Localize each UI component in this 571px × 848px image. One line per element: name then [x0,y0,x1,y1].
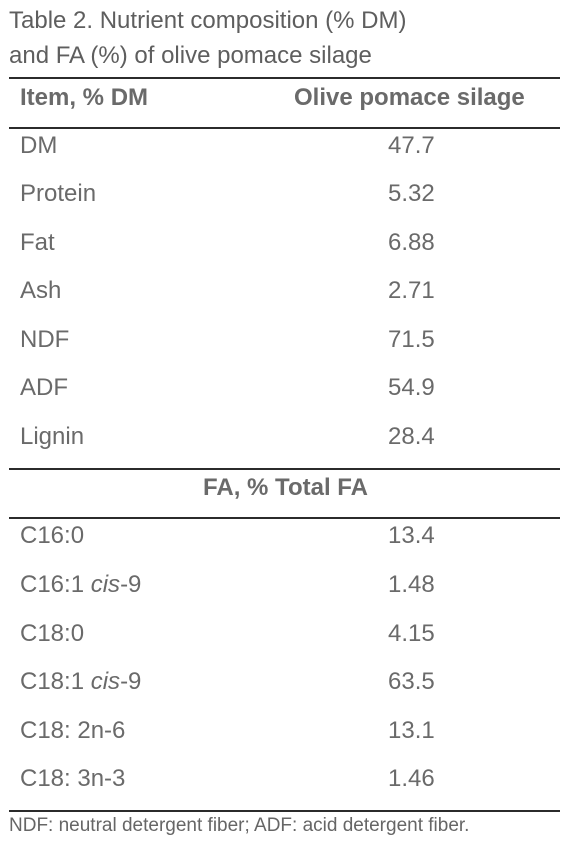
table-row: Protein 5.32 [0,170,571,218]
top-rule [9,77,560,79]
row-value: 63.5 [388,668,435,695]
row-value: 28.4 [388,423,435,450]
row-value: 5.32 [388,180,435,207]
row-item-italic: cis [90,668,121,695]
row-value: 13.1 [388,717,435,744]
table-row: NDF 71.5 [0,316,571,364]
row-value: 1.46 [388,765,435,792]
row-item: Ash [20,277,62,304]
table-row: C18:0 4.15 [0,610,571,658]
row-value: 13.4 [388,522,435,549]
caption-line-1: Table 2. Nutrient composition (% DM) [9,7,407,34]
header-value: Olive pomace silage [294,84,525,111]
row-value: 54.9 [388,374,435,401]
table-row: Lignin 28.4 [0,413,571,461]
row-item: C18: 3n-3 [20,765,126,792]
table-row: C18: 2n-6 13.1 [0,707,571,755]
bottom-rule [9,810,560,812]
row-value: 4.15 [388,620,435,647]
row-item: Fat [20,229,55,256]
caption-line-2: and FA (%) of olive pomace silage [9,42,372,69]
section-rule-top [9,468,560,470]
row-value: 1.48 [388,571,435,598]
row-item-suffix: -9 [120,571,142,598]
row-item: C18:0 [20,620,85,647]
fa-section-header: FA, % Total FA [203,474,368,501]
row-item: C16:1 cis-9 [20,561,141,609]
row-item-suffix: -9 [120,668,142,695]
table-footnote: NDF: neutral detergent fiber; ADF: acid … [9,815,470,836]
row-item-base: C16:1 [20,571,91,598]
row-item: C18: 2n-6 [20,717,126,744]
table-row: ADF 54.9 [0,364,571,412]
table-row: C16:0 13.4 [0,512,571,560]
row-value: 47.7 [388,132,435,159]
row-item-italic: cis [90,571,121,598]
table-row: C18: 3n-3 1.46 [0,755,571,803]
section-rule-bottom [9,517,560,519]
table-row: C18:1 cis-9 63.5 [0,658,571,706]
row-value: 2.71 [388,277,435,304]
row-value: 6.88 [388,229,435,256]
row-item-base: C18:1 [20,668,91,695]
row-value: 71.5 [388,326,435,353]
table-row: Fat 6.88 [0,219,571,267]
row-item: ADF [20,374,68,401]
row-item: C16:0 [20,522,85,549]
table-row: C16:1 cis-9 1.48 [0,561,571,609]
table-row: DM 47.7 [0,122,571,170]
table-row: Ash 2.71 [0,267,571,315]
row-item: Lignin [20,423,85,450]
row-item: C18:1 cis-9 [20,658,141,706]
row-item: Protein [20,180,97,207]
row-item: DM [20,132,58,159]
row-item: NDF [20,326,70,353]
header-rule [9,127,560,129]
header-item: Item, % DM [20,84,149,111]
table-caption: Table 2. Nutrient composition (% DM) and… [9,3,559,73]
